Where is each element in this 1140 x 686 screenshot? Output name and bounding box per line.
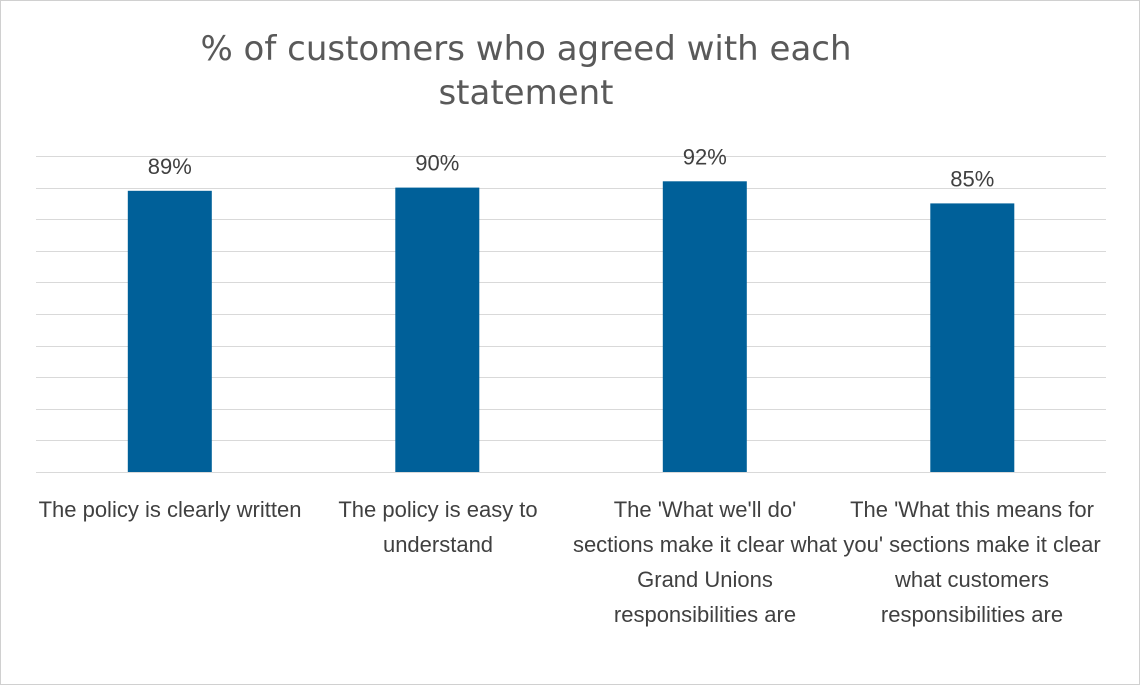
data-label-1: 89% (148, 154, 192, 179)
category-label-2: The policy is easy to understand (338, 497, 538, 557)
bar-1 (127, 190, 212, 473)
category-label-4: The 'What this means for you' sections m… (843, 497, 1101, 627)
data-labels: 89% 90% 92% 85% (148, 144, 995, 191)
gridlines (36, 156, 1106, 473)
bar-3 (662, 181, 747, 473)
bar-2 (395, 187, 480, 472)
data-label-2: 90% (415, 151, 459, 176)
chart-title: % of customers who agreed with each stat… (200, 29, 852, 113)
category-label-3: The 'What we'll do' sections make it cle… (572, 497, 838, 627)
bar-4 (930, 203, 1015, 472)
data-label-4: 85% (950, 166, 994, 191)
category-label-1: The policy is clearly written (38, 497, 302, 522)
data-label-3: 92% (683, 144, 727, 169)
bars (127, 181, 1015, 473)
